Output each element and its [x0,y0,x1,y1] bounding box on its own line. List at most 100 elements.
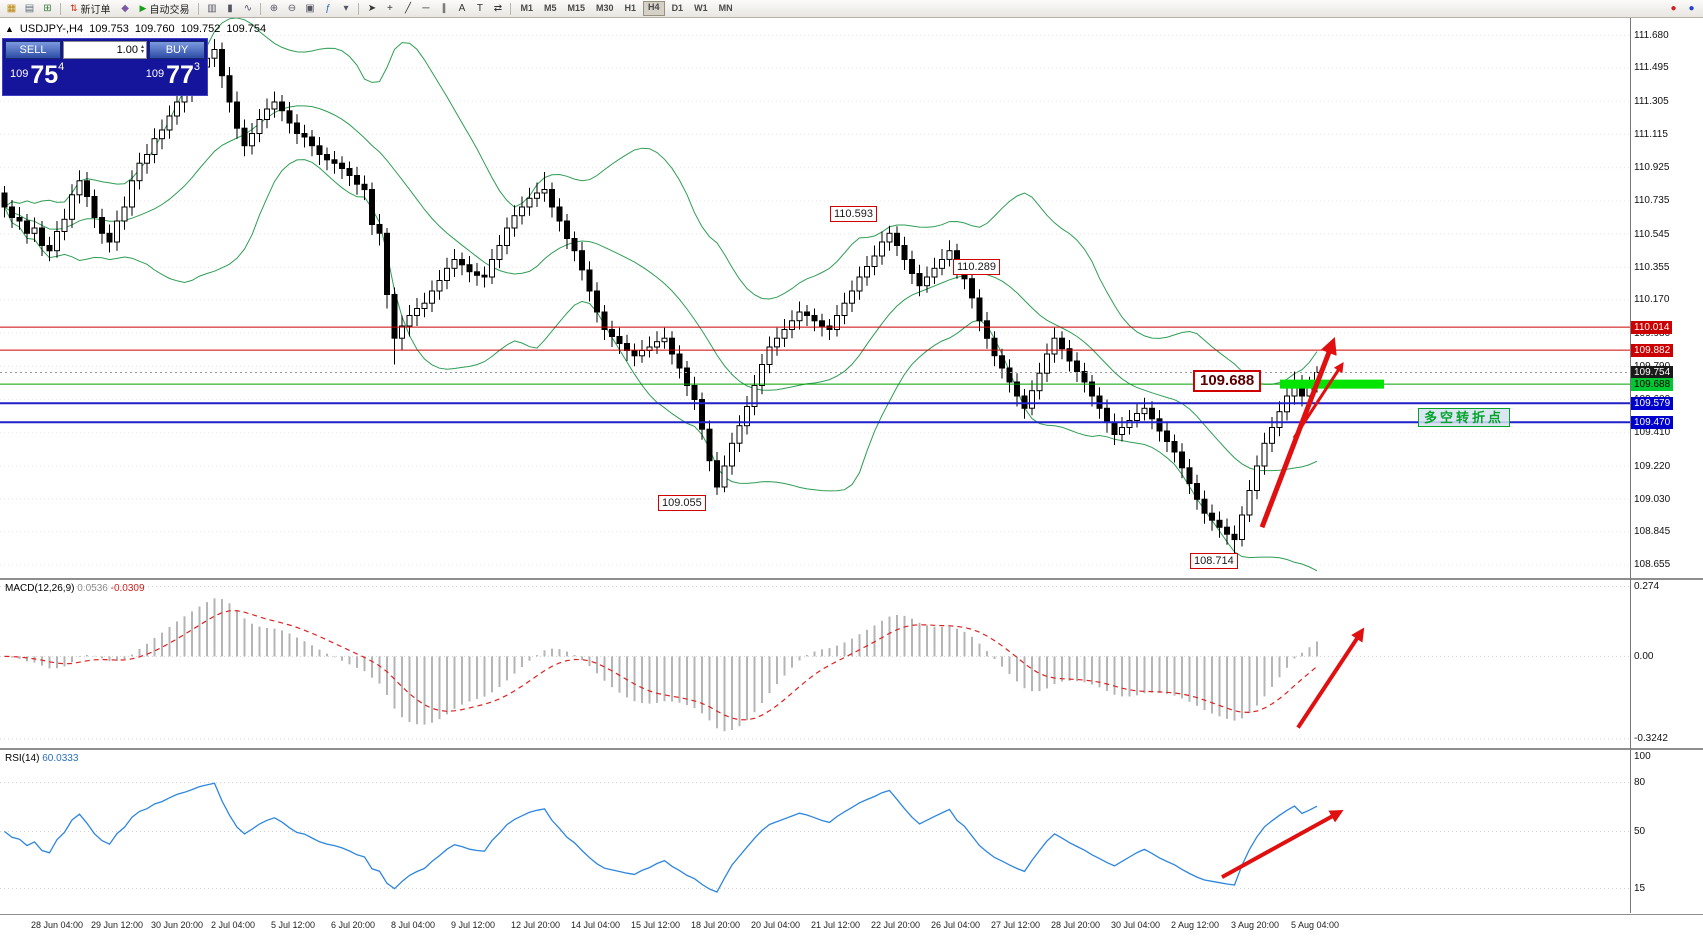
rsi-panel[interactable]: RSI(14) 60.0333 100 80 50 15 [0,750,1703,913]
text-label-icon[interactable]: T [476,3,484,14]
timeframe-mn[interactable]: MN [718,3,733,13]
zoom-in-icon[interactable]: ⊕ [269,3,279,14]
trend-arrow[interactable] [1221,809,1344,879]
price-axis-label: 111.495 [1634,62,1669,74]
cursor-icon[interactable]: ➤ [367,3,377,14]
candlesticks[interactable] [1,39,1320,555]
sell-button[interactable]: SELL [5,41,61,59]
macd-label: MACD(12,26,9) 0.0536 -0.0309 [5,583,145,594]
zoom-out-icon[interactable]: ⊖ [287,3,297,14]
horizontal-lines[interactable] [0,326,1630,424]
time-axis-label: 21 Jul 12:00 [811,920,861,930]
text-icon[interactable]: A [458,3,466,14]
trend-arrow[interactable] [1296,627,1365,729]
price-badge: 109.688 [1631,377,1674,391]
axis-divider [1630,18,1631,913]
horizontal-line-icon[interactable]: ─ [422,3,430,14]
timeframe-m15[interactable]: M15 [567,3,586,13]
price-chart-canvas[interactable] [0,18,1630,578]
rsi-axis-label: 100 [1634,751,1651,762]
candlestick-chart-icon[interactable]: ▮ [227,3,233,14]
volume-up-icon[interactable]: ▴ [140,44,144,50]
periods-dropdown-icon[interactable]: ▾ [343,3,349,14]
rsi-axis-label: 50 [1634,826,1646,837]
market-watch-icon[interactable]: ⊞ [43,3,52,14]
rsi-axis[interactable]: 100 80 50 15 [1630,750,1703,913]
price-badge: 109.882 [1631,343,1674,357]
timeframe-h1[interactable]: H1 [624,3,637,13]
timeframe-m1[interactable]: M1 [520,3,533,13]
price-axis-label: 108.845 [1634,526,1671,538]
quote-header: ▲ USDJPY-,H4 109.753 109.760 109.752 109… [5,23,266,35]
panel-separator[interactable] [0,748,1703,750]
price-axis-label: 110.355 [1634,261,1670,273]
buy-price[interactable]: 109773 [145,61,200,89]
new-order-icon: ⇅ [70,3,78,13]
volume-value[interactable]: 1.00 [116,44,138,56]
rsi-label: RSI(14) 60.0333 [5,753,79,764]
trendline-icon[interactable]: ╱ [404,3,411,14]
tile-windows-icon[interactable]: ▣ [305,3,315,14]
volume-down-icon[interactable]: ▾ [140,49,144,55]
arrows-icon[interactable]: ⇄ [493,3,503,14]
price-axis-label: 110.925 [1634,162,1670,174]
time-axis-label: 28 Jul 20:00 [1051,920,1101,930]
price-axis-label: 110.170 [1634,294,1670,306]
rsi-axis-label: 80 [1634,777,1646,789]
record-icon[interactable]: ● [1670,3,1677,14]
price-axis-label: 109.220 [1634,460,1671,472]
macd-axis[interactable]: 0.274 0.00 -0.3242 [1630,580,1703,748]
new-order-button-label: 新订单 [80,5,111,16]
macd-axis-label: 0.00 [1634,650,1654,662]
connection-icon[interactable]: ● [1688,3,1695,14]
price-axis[interactable]: 111.680 111.495 111.305 111.115 110.925 110.7… [1630,18,1703,578]
sell-price[interactable]: 109754 [10,61,65,89]
price-chart-panel[interactable]: ▲ USDJPY-,H4 109.753 109.760 109.752 109… [0,18,1703,578]
price-axis-label: 111.115 [1634,128,1668,140]
time-axis-label: 29 Jun 12:00 [91,920,144,930]
timeframe-w1[interactable]: W1 [694,3,708,13]
time-axis[interactable]: 28 Jun 04:00 29 Jun 12:00 30 Jun 20:00 2 Ju… [0,914,1703,939]
timeframe-h4[interactable]: H4 [643,1,665,16]
new-chart-icon[interactable]: ▦ [6,3,17,14]
rsi-axis-label: 15 [1634,883,1646,894]
trend-arrow[interactable] [1292,361,1344,439]
crosshair-icon[interactable]: + [387,3,393,14]
timeframe-d1[interactable]: D1 [671,3,684,13]
chart-symbol-icon: ▲ [5,24,14,34]
time-axis-label: 8 Jul 04:00 [391,920,436,930]
timeframe-m5[interactable]: M5 [543,3,557,13]
auto-trading-icon: ▶ [139,3,147,13]
timeframe-m30[interactable]: M30 [596,3,614,13]
auto-trading-button-label: 自动交易 [149,5,190,16]
toolbar-separator [60,2,61,15]
rsi-line [4,782,1318,893]
macd-canvas[interactable] [0,580,1630,748]
time-axis-label: 27 Jul 12:00 [991,920,1041,930]
time-axis-label: 5 Jul 12:00 [271,920,316,930]
price-axis-label: 110.735 [1634,195,1670,207]
bollinger-middle [4,105,1318,472]
time-axis-label: 3 Aug 20:00 [1231,920,1280,930]
channel-icon[interactable]: ∥ [441,3,447,14]
profiles-icon[interactable]: ▤ [24,3,35,14]
expert-advisors-icon[interactable]: ◆ [121,3,129,14]
buy-button[interactable]: BUY [149,41,205,59]
volume-stepper[interactable]: 1.00 ▴ ▾ [63,41,147,59]
time-axis-label: 15 Jul 12:00 [631,920,681,930]
line-chart-icon[interactable]: ∿ [243,3,253,14]
panel-separator[interactable] [0,578,1703,580]
toolbar-separator [358,2,360,15]
indicators-icon[interactable]: ƒ [325,3,331,14]
quote-open: 109.753 [89,23,129,35]
rsi-canvas[interactable] [0,750,1630,913]
macd-axis-label: -0.3242 [1634,733,1668,745]
time-axis-label: 5 Aug 04:00 [1291,920,1340,930]
toolbar-separator [260,2,262,15]
bar-chart-icon[interactable]: ▥ [207,3,217,14]
auto-trading-button[interactable]: ▶ 自动交易 [135,1,195,16]
new-order-button[interactable]: ⇅ 新订单 [65,1,116,16]
time-axis-label: 12 Jul 20:00 [511,920,561,930]
macd-panel[interactable]: MACD(12,26,9) 0.0536 -0.0309 0.274 0.00 -0… [0,580,1703,748]
macd-signal-line [4,610,1318,721]
